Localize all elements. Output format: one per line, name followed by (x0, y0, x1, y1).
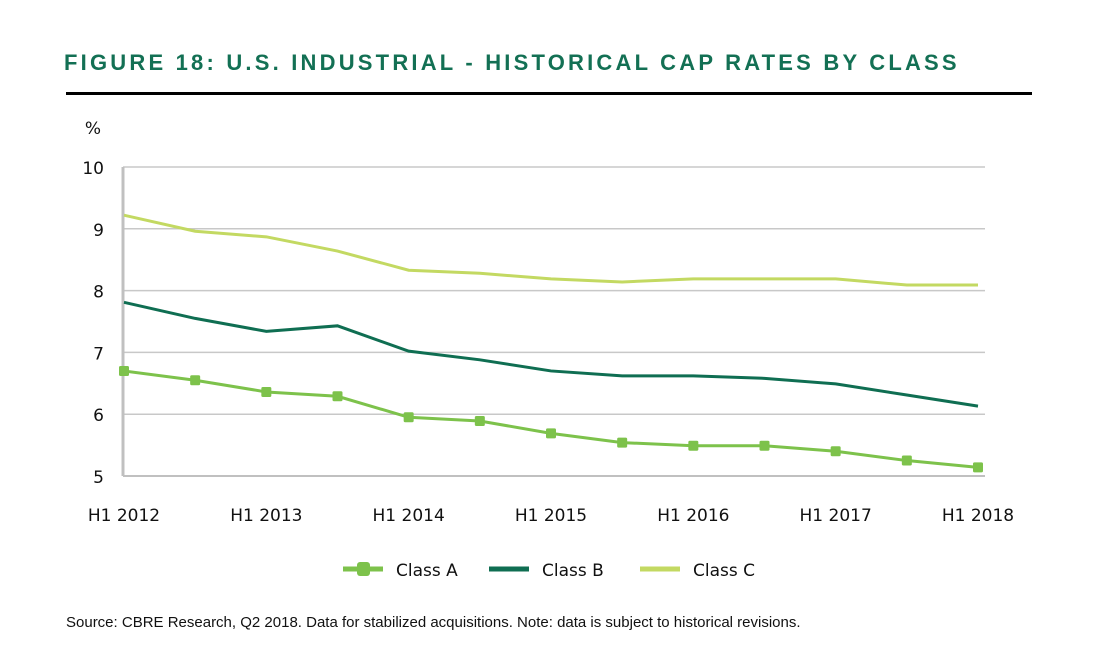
x-tick-label: H1 2018 (942, 506, 1014, 526)
x-tick-label: H1 2016 (657, 506, 729, 526)
y-tick-label: 9 (93, 221, 104, 241)
data-point (546, 428, 556, 439)
y-tick-label: 10 (82, 159, 104, 179)
data-point (119, 365, 129, 376)
legend-label: Class A (396, 561, 458, 581)
data-point (688, 440, 699, 451)
legend-label: Class B (542, 561, 604, 581)
source-note: Source: CBRE Research, Q2 2018. Data for… (66, 614, 801, 631)
data-point (973, 462, 983, 473)
data-point (261, 386, 272, 397)
legend-marker (357, 562, 370, 576)
y-tick-label: 6 (93, 406, 104, 426)
x-tick-label: H1 2013 (230, 506, 302, 526)
data-point (617, 437, 628, 448)
data-point (474, 415, 485, 426)
x-tick-label: H1 2017 (800, 506, 872, 526)
x-tick-label: H1 2012 (88, 506, 160, 526)
y-tick-label: 7 (93, 344, 104, 364)
data-point (901, 455, 912, 466)
series-line-class-b (123, 300, 979, 408)
data-point (759, 440, 770, 451)
series-line-class-c (123, 213, 978, 287)
y-tick-label: 8 (93, 283, 104, 303)
chart-title: FIGURE 18: U.S. INDUSTRIAL - HISTORICAL … (64, 50, 960, 75)
title-divider (66, 92, 1032, 95)
y-tick-label: 5 (93, 468, 104, 488)
y-axis-label: % (85, 119, 101, 139)
x-tick-label: H1 2014 (373, 506, 445, 526)
x-tick-label: H1 2015 (515, 506, 587, 526)
data-point (403, 412, 414, 423)
data-point (332, 391, 343, 402)
data-point (190, 375, 201, 386)
data-point (830, 446, 841, 457)
legend-label: Class C (693, 561, 755, 581)
